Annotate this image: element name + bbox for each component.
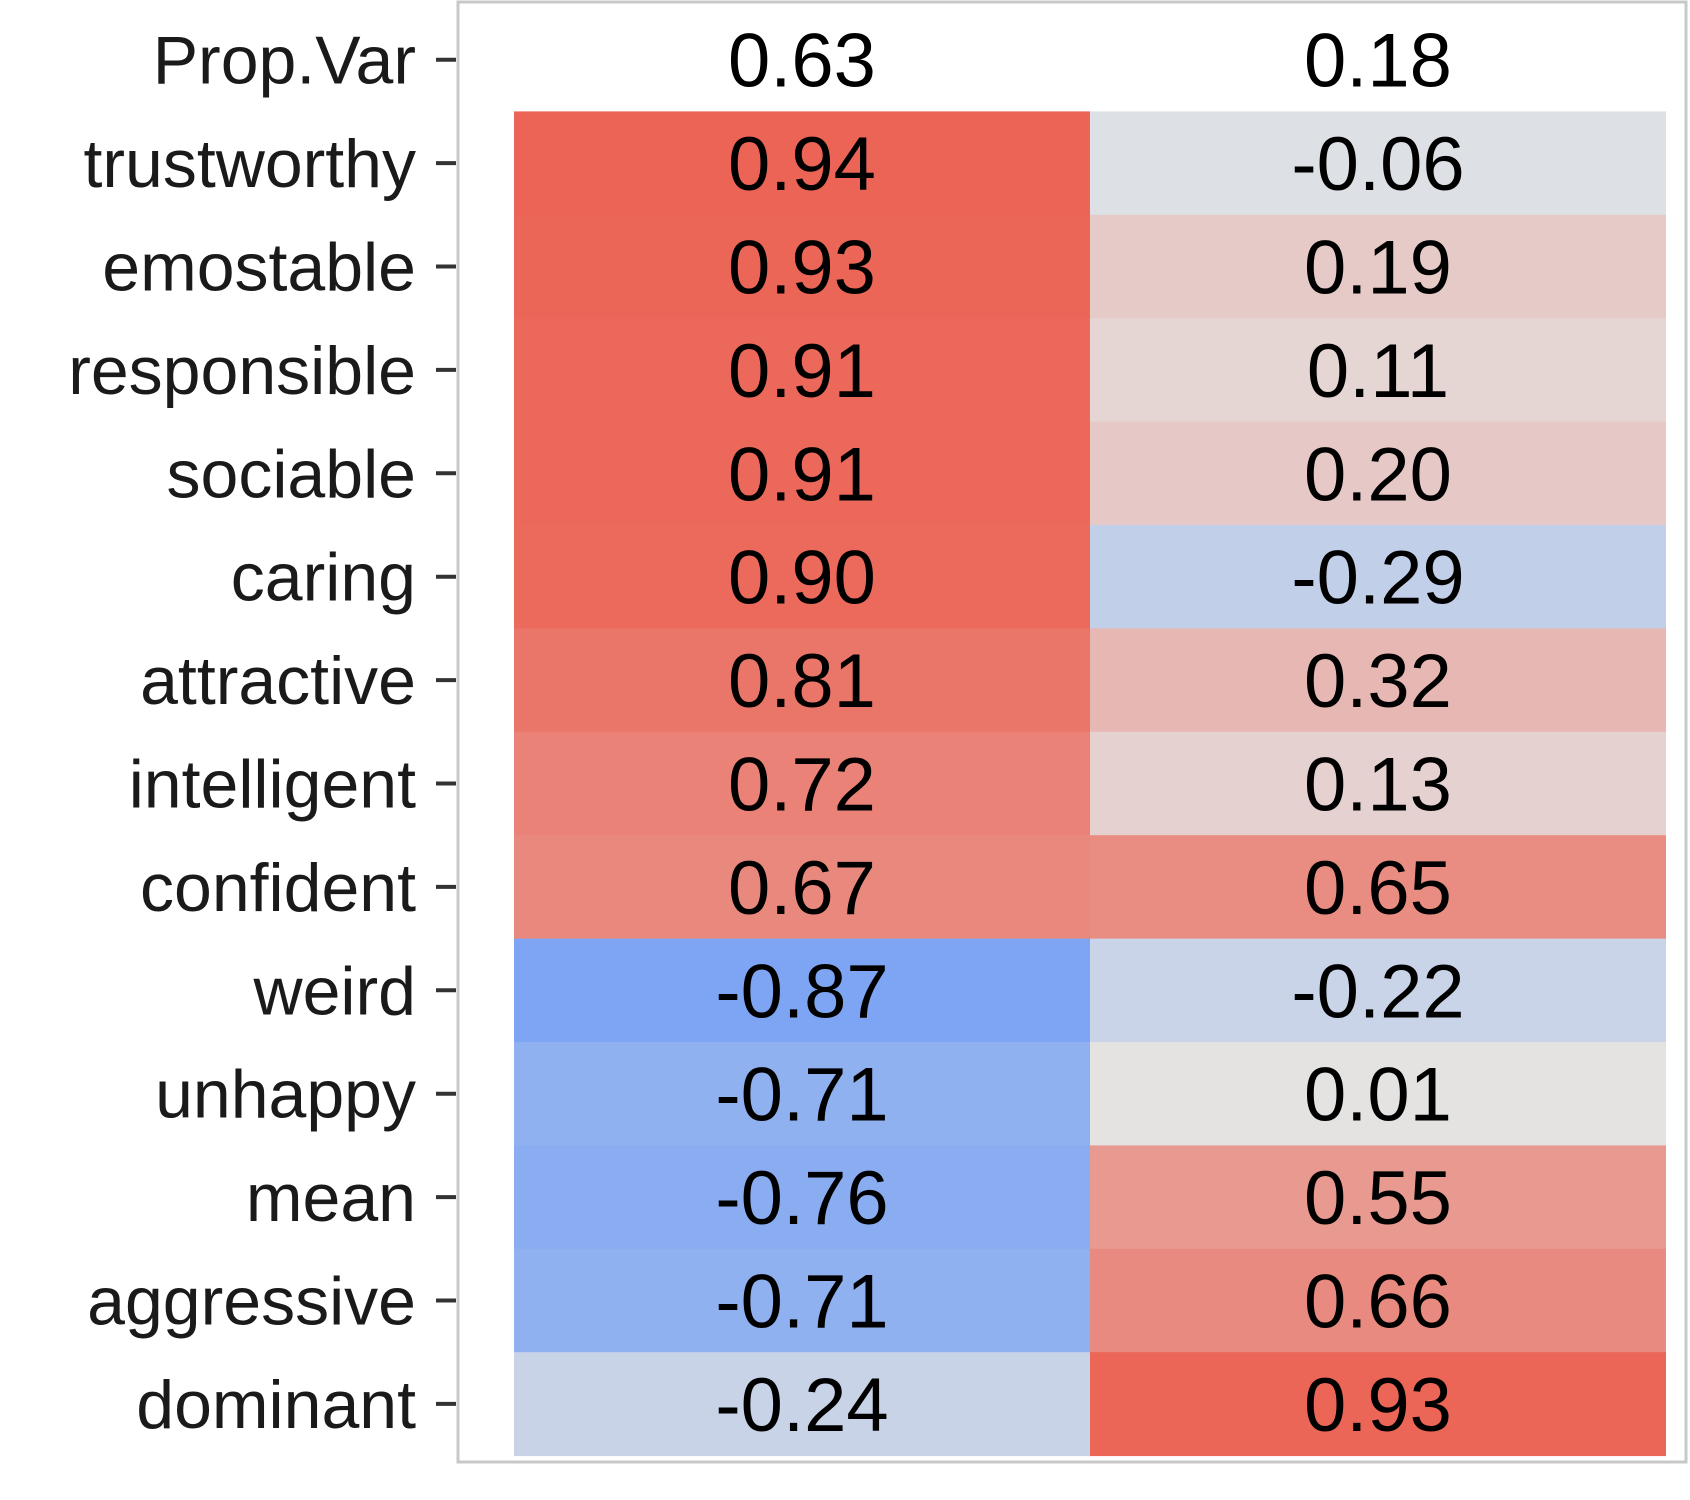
cell-value-label: -0.29 [1291,536,1464,621]
heatmap-cell [514,938,1090,1043]
row-label-prop-var: Prop.Var [153,23,416,99]
row-label-responsible: responsible [68,333,416,409]
heatmap-cell [1090,731,1666,836]
row-label-mean: mean [246,1160,416,1236]
heatmap-cell [1090,1042,1666,1146]
cell-value-label: -0.71 [715,1260,888,1345]
row-label-sociable: sociable [167,436,417,512]
cell-value-label: 0.94 [728,122,876,207]
cell-value-label: 0.19 [1304,226,1452,311]
cell-value-label: 0.91 [728,329,876,414]
cell-value-label: -0.76 [715,1156,888,1241]
cell-value-label: 0.55 [1304,1156,1452,1241]
cell-value-label: 0.66 [1304,1260,1452,1345]
heatmap-cell [1090,525,1666,629]
heatmap-cell [1090,835,1666,940]
heatmap-cell [514,111,1090,216]
cell-value-label: 0.93 [728,226,876,311]
cell-value-label: 0.90 [728,536,876,621]
y-axis: Prop.Var trustworthy emostable responsible s… [68,23,456,1443]
cell-value-label: 0.32 [1304,639,1452,724]
row-label-unhappy: unhappy [155,1057,416,1133]
row-label-emostable: emostable [102,230,416,306]
heatmap-cell [1090,1248,1666,1353]
cell-value-label: 0.72 [728,743,876,828]
cell-value-label: -0.22 [1291,949,1464,1034]
cell-value-label: -0.24 [715,1363,888,1448]
cell-value-label: 0.81 [728,639,876,724]
cell-value-label: 0.67 [728,846,876,931]
cell-value-label: 0.65 [1304,846,1452,931]
heatmap-cell [514,1145,1090,1250]
cell-value-label: 0.01 [1304,1053,1452,1138]
heatmap-cell [514,628,1090,733]
row-label-intelligent: intelligent [129,747,416,823]
heatmap-cell [514,835,1090,940]
cell-value-label: 0.93 [1304,1363,1452,1448]
cell-value-label: 0.13 [1304,743,1452,828]
heatmap-cell [514,421,1090,526]
heatmap-cell [1090,318,1666,423]
heatmap-cell [514,1042,1090,1146]
cell-value-labels: 0.63 0.18 0.94 -0.06 0.93 0.19 0.91 0.11 0.91 0.2… [715,19,1464,1448]
cell-value-label: 0.63 [728,19,876,104]
heatmap-cell [1090,628,1666,733]
row-label-dominant: dominant [136,1367,416,1443]
heatmap-cell [514,525,1090,629]
heatmap-cell [1090,1352,1666,1457]
heatmap-cell [1090,111,1666,216]
heatmap-cells [514,111,1666,1457]
heatmap-cell [514,731,1090,836]
heatmap-cell [514,318,1090,423]
heatmap-cell [514,1248,1090,1353]
cell-value-label: -0.06 [1291,122,1464,207]
cell-value-label: 0.11 [1307,329,1449,414]
heatmap-cell [514,214,1090,319]
cell-value-label: -0.71 [715,1053,888,1138]
heatmap-cell [1090,1145,1666,1250]
row-label-trustworthy: trustworthy [83,126,416,202]
row-label-confident: confident [140,850,416,926]
cell-value-label: -0.87 [715,949,888,1034]
row-label-attractive: attractive [140,643,416,719]
row-label-weird: weird [253,953,417,1029]
row-label-aggressive: aggressive [87,1264,416,1340]
row-label-caring: caring [231,540,416,616]
heatmap-cell [1090,938,1666,1043]
cell-value-label: 0.91 [728,432,876,517]
cell-value-label: 0.18 [1304,19,1452,104]
cell-value-label: 0.20 [1304,432,1452,517]
heatmap-cell [1090,421,1666,526]
heatmap-cell [514,1352,1090,1457]
heatmap-cell [1090,214,1666,319]
